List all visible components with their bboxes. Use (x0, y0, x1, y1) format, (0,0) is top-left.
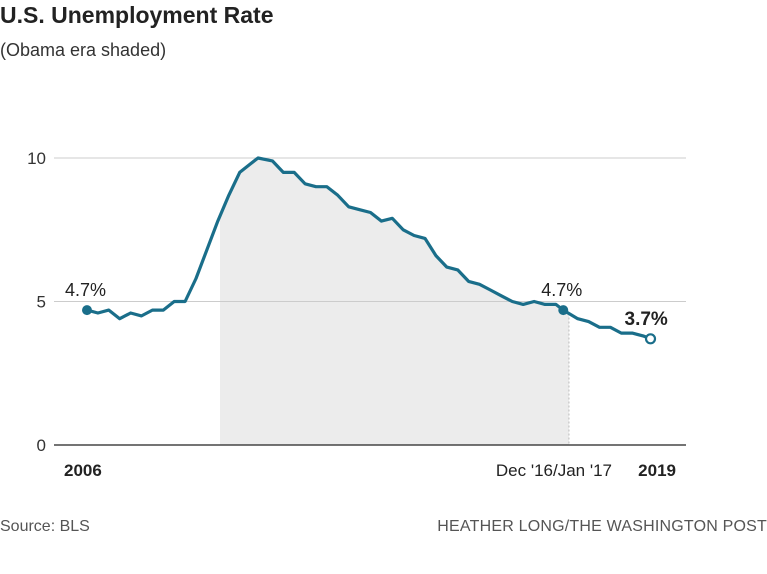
y-tick-label: 5 (37, 293, 46, 312)
point-marker (82, 305, 92, 316)
chart-subtitle: (Obama era shaded) (0, 40, 167, 60)
point-marker (558, 305, 569, 316)
credit-note: HEATHER LONG/THE WASHINGTON POST (437, 518, 767, 535)
unemployment-line (85, 156, 653, 341)
y-axis-labels: 0 5 10 (27, 149, 46, 455)
point-label: 4.7% (541, 280, 582, 300)
y-tick-label: 0 (37, 436, 46, 455)
point-label: 3.7% (625, 309, 668, 330)
x-tick-label: 2006 (64, 461, 102, 480)
chart-title: U.S. Unemployment Rate (0, 2, 274, 28)
x-tick-label: Dec '16/Jan '17 (496, 461, 612, 480)
annotation-layer: 4.7% 4.7% 3.7% (65, 280, 668, 345)
series-layer (85, 156, 653, 341)
point-label: 4.7% (65, 280, 106, 300)
grid-layer (54, 157, 686, 446)
y-tick-label: 10 (27, 149, 46, 168)
latest-point-marker (644, 333, 657, 345)
source-note: Source: BLS (0, 518, 90, 535)
x-axis-labels: 2006 Dec '16/Jan '17 2019 (64, 461, 676, 480)
x-tick-label: 2019 (638, 461, 676, 480)
